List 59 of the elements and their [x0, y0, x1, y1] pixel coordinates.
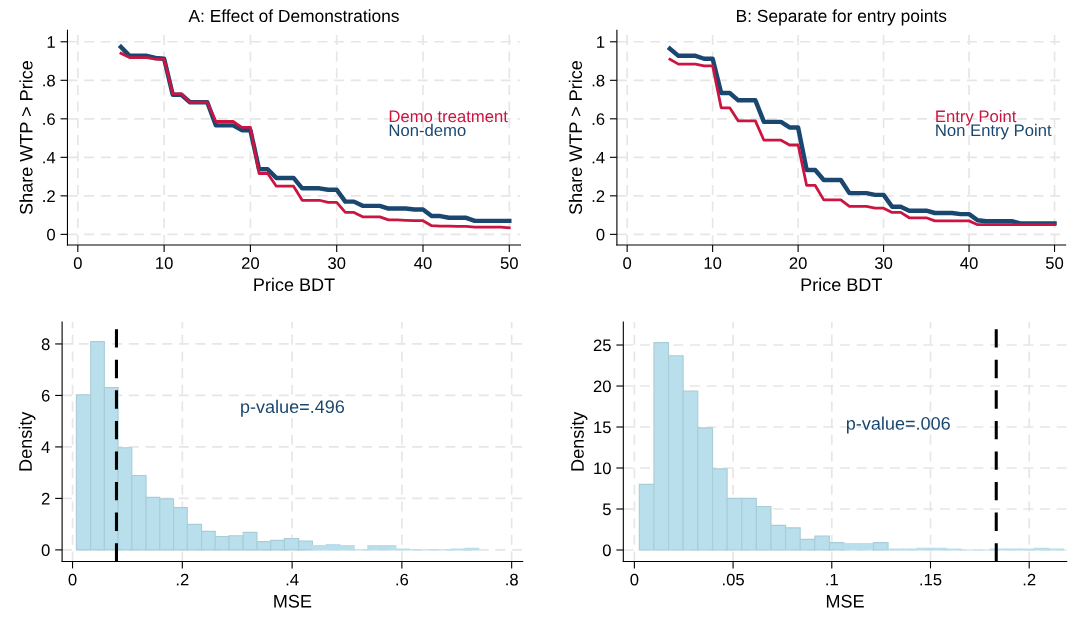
y-tick-label: 1	[47, 36, 55, 48]
x-tick-label: 0	[630, 573, 639, 586]
x-tick-label: 10	[156, 257, 173, 269]
x-tick-label: .6	[396, 573, 409, 586]
x-tick-label: .15	[920, 573, 942, 586]
x-tick-label: 0	[73, 257, 82, 269]
x-tick-label: 20	[789, 257, 807, 269]
y-axis-title: Share WTP > Price	[19, 61, 33, 215]
y-tick-label: 0	[602, 544, 611, 557]
y-tick-label: 0	[47, 228, 56, 241]
x-tick-label: 40	[960, 257, 978, 269]
x-tick-label: 0	[68, 573, 77, 586]
x-tick-label: 10	[704, 257, 722, 269]
y-axis-title: Density	[18, 411, 36, 471]
y-tick-label: .4	[592, 151, 605, 164]
x-tick-label: 40	[414, 257, 432, 269]
x-tick-label: .1	[826, 573, 838, 586]
annotation: p-value=.496	[241, 399, 345, 417]
y-tick-label: .6	[592, 113, 605, 126]
x-tick-label: 0	[623, 257, 632, 269]
y-tick-label: 0	[41, 544, 50, 557]
y-tick-label: .4	[43, 151, 56, 164]
y-tick-label: 4	[41, 441, 50, 453]
x-axis-title: Price BDT	[801, 277, 882, 292]
x-axis-title: Price BDT	[254, 277, 335, 292]
y-tick-label: .6	[43, 113, 55, 126]
y-tick-label: 5	[602, 503, 611, 516]
text: Demo treatment	[389, 110, 508, 123]
y-tick-label: 2	[41, 492, 50, 505]
x-tick-label: .05	[723, 573, 744, 586]
x-tick-label: .2	[176, 573, 189, 586]
x-tick-label: 30	[874, 257, 893, 269]
x-axis-title: MSE	[826, 594, 864, 608]
y-axis-title: Density	[570, 411, 588, 471]
chart-title: B: Separate for entry points	[737, 9, 947, 26]
annotation: p-value=.006	[846, 416, 950, 434]
x-tick-label: .2	[1023, 573, 1036, 586]
y-tick-label: .8	[43, 74, 55, 87]
y-tick-label: .2	[43, 190, 55, 202]
y-tick-label: 25	[593, 339, 611, 352]
y-tick-label: 1	[597, 36, 605, 48]
y-tick-label: 6	[41, 389, 50, 402]
x-tick-label: 50	[500, 257, 518, 269]
x-axis-title: MSE	[274, 594, 312, 608]
x-tick-label: 20	[241, 257, 260, 269]
y-tick-label: 15	[594, 421, 611, 434]
y-tick-label: 0	[596, 228, 605, 241]
x-tick-label: .4	[286, 573, 299, 586]
y-tick-label: .8	[592, 74, 605, 87]
y-tick-label: 10	[594, 462, 611, 475]
y-axis-title: Share WTP > Price	[568, 61, 583, 215]
y-tick-label: 20	[593, 380, 611, 393]
y-tick-label: 8	[41, 338, 50, 351]
y-tick-label: .2	[592, 190, 605, 202]
x-tick-label: .8	[506, 573, 518, 586]
x-tick-label: 50	[1045, 257, 1064, 269]
text: Non-demo	[389, 123, 466, 137]
chart-title: A: Effect of Demonstrations	[188, 9, 399, 23]
x-tick-label: 30	[328, 257, 346, 269]
